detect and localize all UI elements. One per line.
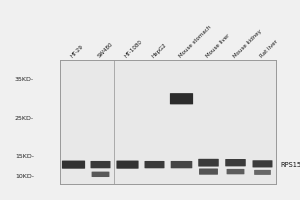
Text: HT-1080: HT-1080	[124, 39, 144, 59]
Text: RPS15A: RPS15A	[280, 162, 300, 168]
Text: SW480: SW480	[97, 42, 114, 59]
FancyBboxPatch shape	[91, 161, 110, 168]
Text: HepG2: HepG2	[151, 42, 168, 59]
Text: 35KD-: 35KD-	[15, 77, 34, 82]
FancyBboxPatch shape	[170, 93, 193, 104]
Text: 25KD-: 25KD-	[15, 116, 34, 121]
FancyBboxPatch shape	[226, 169, 244, 174]
Text: HT-29: HT-29	[70, 44, 85, 59]
FancyBboxPatch shape	[225, 159, 246, 166]
Text: 10KD-: 10KD-	[15, 174, 34, 179]
FancyBboxPatch shape	[171, 161, 192, 168]
Text: Rat liver: Rat liver	[259, 39, 279, 59]
FancyBboxPatch shape	[145, 161, 164, 168]
FancyBboxPatch shape	[198, 159, 219, 167]
FancyBboxPatch shape	[62, 161, 85, 169]
FancyBboxPatch shape	[253, 160, 272, 167]
FancyBboxPatch shape	[199, 168, 218, 175]
Text: 15KD-: 15KD-	[15, 154, 34, 159]
Text: Mouse kidney: Mouse kidney	[232, 29, 262, 59]
FancyBboxPatch shape	[92, 172, 110, 177]
FancyBboxPatch shape	[116, 161, 139, 169]
FancyBboxPatch shape	[254, 170, 271, 175]
Text: Mouse liver: Mouse liver	[205, 33, 231, 59]
Text: Mouse stomach: Mouse stomach	[178, 25, 212, 59]
